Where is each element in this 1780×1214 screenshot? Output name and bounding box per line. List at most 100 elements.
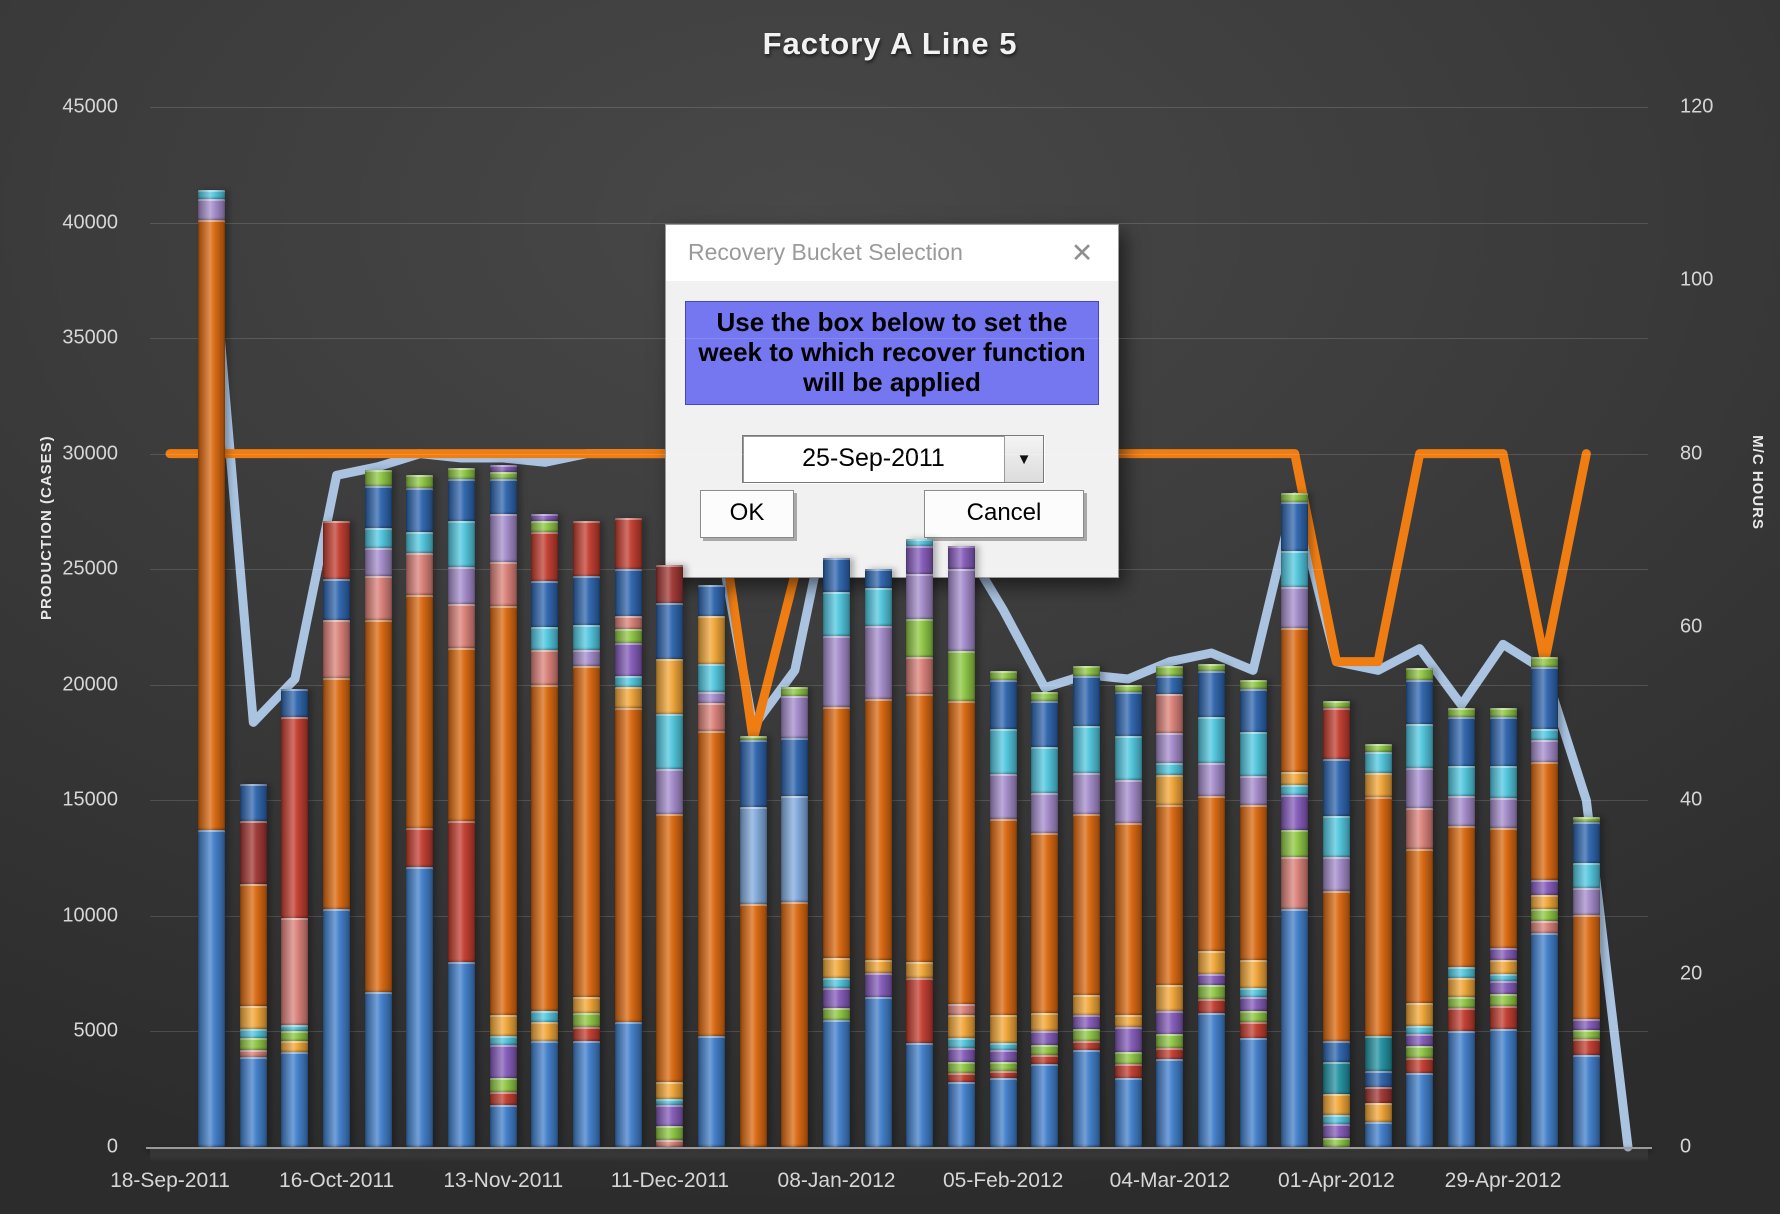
bar-segment xyxy=(1406,1072,1434,1148)
bar-segment xyxy=(1239,1022,1267,1039)
bar-segment xyxy=(1531,657,1559,667)
cancel-button[interactable]: Cancel xyxy=(924,490,1084,538)
bar-segment xyxy=(1531,895,1559,909)
bar-segment xyxy=(1489,707,1517,718)
bar-stack-01-Apr-2012 xyxy=(1322,701,1350,1148)
close-icon[interactable]: ✕ xyxy=(1070,238,1094,268)
bar-segment xyxy=(1281,586,1309,629)
x-axis-tick-label: 29-Apr-2012 xyxy=(1444,1169,1562,1192)
bar-segment xyxy=(573,520,601,577)
bar-segment xyxy=(489,1036,517,1046)
bar-segment xyxy=(1447,1031,1475,1147)
bar-segment xyxy=(531,650,559,685)
bar-segment xyxy=(1489,973,1517,981)
bar-segment xyxy=(1489,994,1517,1007)
bar-stack-29-Jan-2012 xyxy=(947,546,975,1147)
bar-stack-06-Nov-2011 xyxy=(448,467,476,1147)
bar-segment xyxy=(1031,747,1059,794)
bar-segment xyxy=(573,576,601,625)
bar-segment xyxy=(1156,1033,1184,1048)
bar-stack-15-Jan-2012 xyxy=(864,569,892,1148)
bar-segment xyxy=(448,821,476,963)
bar-segment xyxy=(1197,763,1225,797)
bar-segment xyxy=(1489,948,1517,960)
bar-segment xyxy=(406,828,434,868)
bar-segment xyxy=(531,684,559,1011)
bar-segment xyxy=(1364,752,1392,774)
bar-segment xyxy=(698,691,726,704)
gridline xyxy=(150,338,1648,340)
bar-stack-09-Oct-2011 xyxy=(281,689,309,1147)
y-axis-tick-label: 40000 xyxy=(62,211,118,234)
bar-segment xyxy=(1156,1010,1184,1034)
bar-segment xyxy=(823,1008,850,1020)
bar-segment xyxy=(406,553,434,595)
bar-segment xyxy=(823,635,850,708)
bar-segment xyxy=(1072,666,1100,676)
x-axis-tick-label: 13-Nov-2011 xyxy=(443,1169,564,1192)
bar-segment xyxy=(864,996,892,1148)
bar-segment xyxy=(364,469,392,487)
bar-segment xyxy=(864,972,892,998)
bar-segment xyxy=(739,740,767,808)
bar-segment xyxy=(989,671,1017,681)
bar-segment xyxy=(531,580,559,628)
y-axis-tick-label: 0 xyxy=(1680,1135,1692,1158)
bar-segment xyxy=(1072,814,1100,995)
bar-segment xyxy=(1156,666,1184,676)
bar-segment xyxy=(614,675,642,688)
bar-segment xyxy=(614,1022,642,1147)
bar-segment xyxy=(989,728,1017,774)
x-axis-tick-label: 08-Jan-2012 xyxy=(777,1169,896,1192)
bar-segment xyxy=(906,694,934,963)
bar-segment xyxy=(698,585,726,616)
bar-segment xyxy=(448,467,476,480)
bar-segment xyxy=(1322,891,1350,1042)
bar-segment xyxy=(1156,733,1184,764)
y-axis-tick-label: 20 xyxy=(1680,962,1703,985)
bar-segment xyxy=(1531,666,1559,729)
bar-stack-25-Mar-2012 xyxy=(1281,493,1309,1147)
bar-segment xyxy=(906,539,934,547)
bar-segment xyxy=(1322,816,1350,858)
bar-segment xyxy=(1322,707,1350,760)
bar-segment xyxy=(448,479,476,521)
bar-segment xyxy=(1364,1070,1392,1088)
bar-segment xyxy=(239,1029,267,1039)
bar-segment xyxy=(364,620,392,993)
bar-segment xyxy=(1489,717,1517,766)
bar-segment xyxy=(823,978,850,988)
bar-stack-05-Feb-2012 xyxy=(989,671,1017,1148)
gridline xyxy=(150,915,1648,917)
week-dropdown[interactable]: 25-Sep-2011 ▼ xyxy=(742,435,1044,483)
y-axis-tick-label: 20000 xyxy=(62,673,118,696)
bar-segment xyxy=(1489,1029,1517,1147)
bar-segment xyxy=(656,769,684,815)
bar-segment xyxy=(406,867,434,1147)
ok-button[interactable]: OK xyxy=(700,490,794,538)
bar-segment xyxy=(489,606,517,1016)
bar-segment xyxy=(1447,978,1475,998)
bar-segment xyxy=(1364,744,1392,753)
bar-segment xyxy=(656,1140,684,1147)
bar-stack-29-Apr-2012 xyxy=(1489,707,1517,1147)
recovery-bucket-dialog: Recovery Bucket Selection ✕ Use the box … xyxy=(665,224,1119,578)
bar-segment xyxy=(1197,999,1225,1013)
bar-segment xyxy=(1447,795,1475,826)
bar-segment xyxy=(1031,1013,1059,1032)
chevron-down-icon[interactable]: ▼ xyxy=(1004,436,1043,482)
bar-segment xyxy=(239,1049,267,1057)
bar-segment xyxy=(1489,980,1517,995)
y-axis-tick-label: 0 xyxy=(106,1135,118,1158)
bar-segment xyxy=(198,199,226,221)
bar-segment xyxy=(906,1043,934,1147)
bar-segment xyxy=(906,657,934,695)
bar-segment xyxy=(364,527,392,549)
bar-segment xyxy=(1447,717,1475,766)
bar-segment xyxy=(906,618,934,658)
bar-segment xyxy=(947,546,975,570)
bar-segment xyxy=(989,1043,1017,1050)
bar-stack-06-May-2012 xyxy=(1531,657,1559,1147)
bar-segment xyxy=(989,1077,1017,1148)
bar-segment xyxy=(1322,1040,1350,1062)
